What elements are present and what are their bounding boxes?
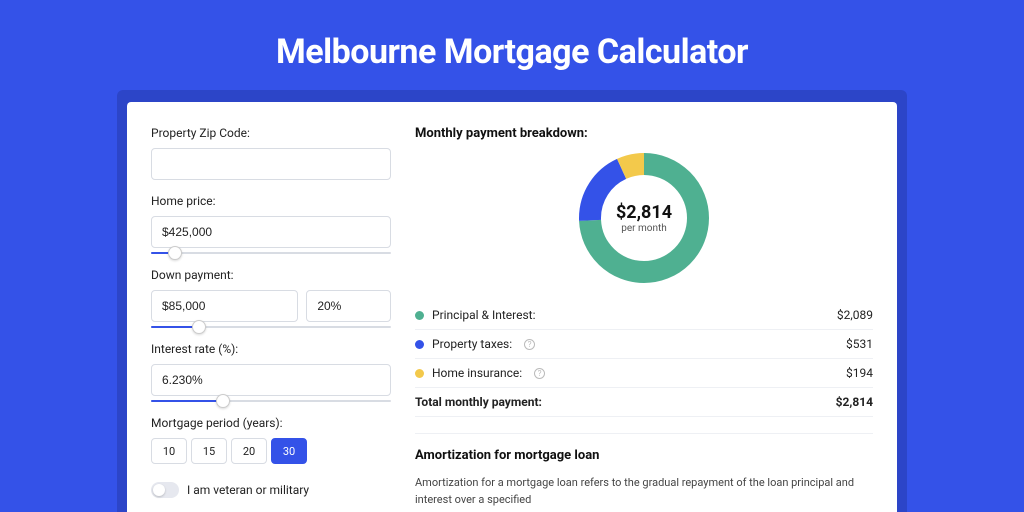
period-btn-30[interactable]: 30	[271, 438, 307, 464]
info-icon[interactable]: ?	[524, 339, 535, 350]
toggle-knob	[153, 484, 165, 496]
page-title: Melbourne Mortgage Calculator	[276, 32, 748, 72]
home-price-field: Home price:	[151, 194, 391, 254]
amortization-section: Amortization for mortgage loan Amortizat…	[415, 433, 873, 508]
home-price-slider[interactable]	[151, 252, 391, 254]
breakdown-row: Property taxes:? $531	[415, 330, 873, 359]
zip-field: Property Zip Code:	[151, 126, 391, 180]
donut-sub: per month	[616, 223, 672, 234]
breakdown-amount: $531	[846, 337, 873, 351]
home-price-label: Home price:	[151, 194, 391, 208]
period-btn-10[interactable]: 10	[151, 438, 187, 464]
down-payment-slider[interactable]	[151, 326, 391, 328]
down-payment-field: Down payment:	[151, 268, 391, 328]
veteran-row: I am veteran or military	[151, 482, 391, 498]
down-payment-pct-input[interactable]	[306, 290, 391, 322]
breakdown-amount: $194	[846, 366, 873, 380]
down-payment-input[interactable]	[151, 290, 298, 322]
total-label: Total monthly payment:	[415, 395, 542, 409]
slider-thumb[interactable]	[192, 320, 206, 334]
total-row: Total monthly payment: $2,814	[415, 388, 873, 417]
breakdown-row: Home insurance:? $194	[415, 359, 873, 388]
breakdown-title: Monthly payment breakdown:	[415, 126, 873, 141]
total-amount: $2,814	[836, 395, 873, 409]
amortization-text: Amortization for a mortgage loan refers …	[415, 475, 873, 508]
form-column: Property Zip Code: Home price: Down paym…	[151, 126, 391, 512]
breakdown-amount: $2,089	[837, 308, 873, 322]
breakdown-label: Property taxes:	[432, 337, 512, 351]
card-shadow: Property Zip Code: Home price: Down paym…	[117, 90, 907, 512]
legend-dot	[415, 369, 424, 378]
calculator-card: Property Zip Code: Home price: Down paym…	[127, 102, 897, 512]
legend-dot	[415, 340, 424, 349]
info-icon[interactable]: ?	[534, 368, 545, 379]
breakdown-column: Monthly payment breakdown: $2,814 per mo…	[415, 126, 873, 512]
slider-thumb[interactable]	[168, 246, 182, 260]
interest-rate-label: Interest rate (%):	[151, 342, 391, 356]
period-button-group: 10152030	[151, 438, 391, 464]
donut-chart-wrap: $2,814 per month	[415, 153, 873, 283]
page-root: Melbourne Mortgage Calculator Property Z…	[0, 0, 1024, 512]
donut-center: $2,814 per month	[616, 202, 672, 234]
breakdown-rows: Principal & Interest: $2,089 Property taxe…	[415, 301, 873, 388]
legend-dot	[415, 311, 424, 320]
slider-thumb[interactable]	[216, 394, 230, 408]
breakdown-label: Home insurance:	[432, 366, 522, 380]
veteran-label: I am veteran or military	[187, 483, 309, 497]
donut-chart: $2,814 per month	[579, 153, 709, 283]
breakdown-row: Principal & Interest: $2,089	[415, 301, 873, 330]
amortization-title: Amortization for mortgage loan	[415, 448, 873, 463]
period-btn-15[interactable]: 15	[191, 438, 227, 464]
mortgage-period-field: Mortgage period (years): 10152030	[151, 416, 391, 464]
home-price-input[interactable]	[151, 216, 391, 248]
interest-rate-slider[interactable]	[151, 400, 391, 402]
period-btn-20[interactable]: 20	[231, 438, 267, 464]
veteran-toggle[interactable]	[151, 482, 179, 498]
zip-input[interactable]	[151, 148, 391, 180]
interest-rate-field: Interest rate (%):	[151, 342, 391, 402]
mortgage-period-label: Mortgage period (years):	[151, 416, 391, 430]
breakdown-label: Principal & Interest:	[432, 308, 536, 322]
donut-amount: $2,814	[616, 202, 672, 223]
slider-fill	[151, 400, 223, 402]
interest-rate-input[interactable]	[151, 364, 391, 396]
zip-label: Property Zip Code:	[151, 126, 391, 140]
down-payment-label: Down payment:	[151, 268, 391, 282]
